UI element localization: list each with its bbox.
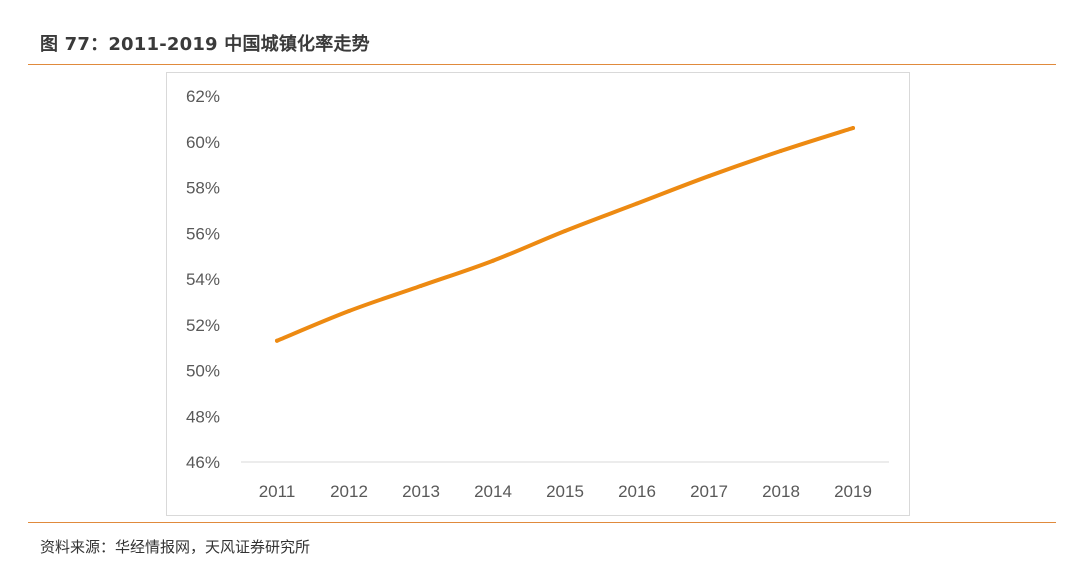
- source-note: 资料来源：华经情报网，天风证券研究所: [40, 538, 311, 556]
- data-point: [635, 201, 639, 206]
- y-tick-label: 56%: [186, 224, 220, 243]
- data-point: [851, 126, 855, 131]
- x-axis: 2011 2012 2013 2014 2015 2016 2017 2018 2019: [241, 461, 889, 501]
- y-tick-label: 54%: [186, 270, 220, 289]
- y-tick-label: 48%: [186, 407, 220, 426]
- x-tick-label: 2017: [690, 482, 728, 501]
- y-tick-label: 52%: [186, 316, 220, 335]
- series-line: [275, 126, 855, 343]
- data-point: [419, 283, 423, 288]
- data-point: [347, 309, 351, 314]
- data-point: [779, 148, 783, 153]
- data-point: [491, 258, 495, 263]
- x-tick-label: 2014: [474, 482, 512, 501]
- title-divider: [28, 64, 1056, 65]
- chart-frame: 46% 48% 50% 52% 54% 56% 58% 60% 62% 2011 2012 2013…: [166, 72, 910, 516]
- figure-title: 图 77：2011-2019 中国城镇化率走势: [40, 34, 370, 55]
- source-divider: [28, 522, 1056, 523]
- plot-area: [275, 126, 855, 343]
- x-tick-label: 2016: [618, 482, 656, 501]
- y-tick-label: 58%: [186, 179, 220, 198]
- data-point: [275, 338, 279, 343]
- y-tick-label: 50%: [186, 362, 220, 381]
- y-tick-label: 60%: [186, 133, 220, 152]
- y-tick-label: 62%: [186, 87, 220, 106]
- x-tick-label: 2018: [762, 482, 800, 501]
- x-tick-label: 2013: [402, 482, 440, 501]
- x-tick-label: 2019: [834, 482, 872, 501]
- data-point: [707, 174, 711, 179]
- y-axis: 46% 48% 50% 52% 54% 56% 58% 60% 62%: [186, 87, 220, 472]
- line-chart: 46% 48% 50% 52% 54% 56% 58% 60% 62% 2011 2012 2013…: [186, 87, 889, 501]
- x-tick-label: 2011: [259, 482, 296, 501]
- x-tick-label: 2012: [330, 482, 368, 501]
- y-tick-label: 46%: [186, 453, 220, 472]
- x-tick-label: 2015: [546, 482, 584, 501]
- data-point: [563, 228, 567, 233]
